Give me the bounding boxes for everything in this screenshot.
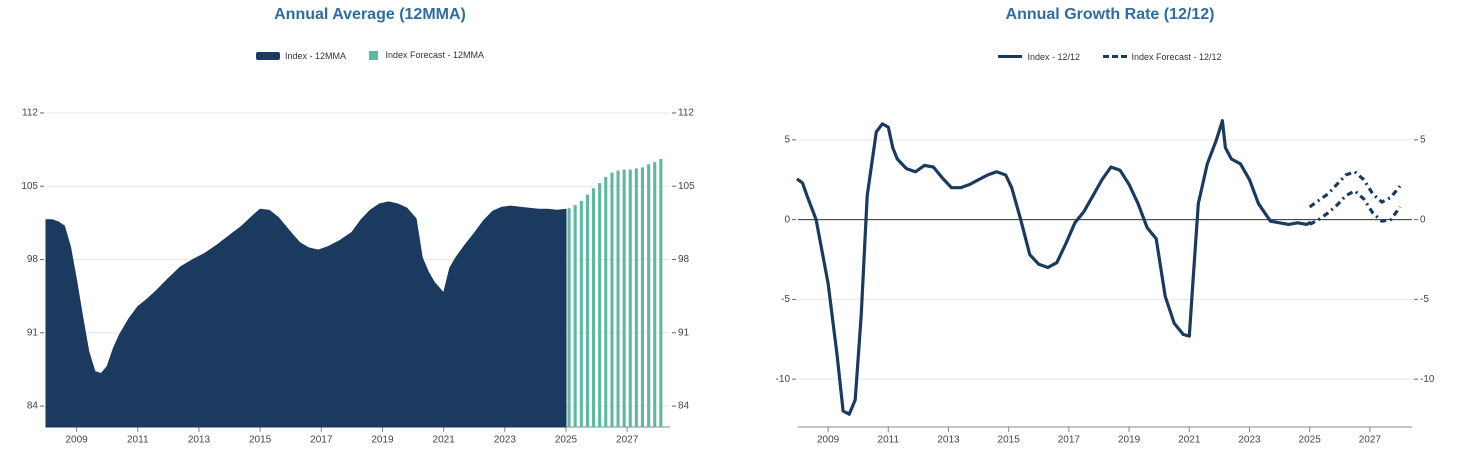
x-tick-label: 2021 [1178,435,1201,446]
bar-forecast [604,176,608,427]
bar-forecast [598,183,602,427]
y-tick-label: -5 [781,294,790,305]
x-tick-label: 2023 [1238,435,1261,446]
x-tick-label: 2019 [1118,435,1141,446]
bar-forecast [628,169,632,427]
x-tick-label: 2027 [1359,435,1382,446]
legend-label: Index Forecast - 12/12 [1131,51,1222,62]
annual-growth-chart: 5 5 0 0 -5 -5 -10 -10 2009 2011 2013 2015 2017 2019 20… [776,119,1435,446]
x-tick-label: 2009 [65,435,88,446]
y-tick-label: 84 [27,401,39,412]
x-tick-label: 2021 [433,435,456,446]
chart-legend: Index - 12MMA Index Forecast - 12MMA [0,50,740,62]
legend-item-forecast[interactable]: Index Forecast - 12/12 [1102,51,1222,62]
annual-average-chart: 84 84 91 91 98 98 105 105 112 112 2009 2011 2013 2015… [21,108,695,446]
bar-forecast [640,167,644,427]
bar-forecast [567,208,571,427]
series-line-forecast-1 [1308,170,1402,209]
bar-forecast [616,170,620,427]
legend-item-index[interactable]: Index - 12MMA [255,50,346,61]
y-tick-label-right: 84 [678,401,690,412]
y-tick-label-right: 0 [1420,214,1426,225]
y-tick-label-right: -10 [1420,374,1435,385]
annual-average-panel: Annual Average (12MMA) Index - 12MMA Ind… [0,6,740,446]
legend-label: Index - 12/12 [1027,51,1080,62]
y-tick-label-right: 98 [678,254,690,265]
bar-forecast [634,168,638,427]
annual-growth-panel: Annual Growth Rate (12/12) Index - 12/12… [740,0,1480,452]
x-tick-label: 2025 [555,435,578,446]
bar-forecast [659,159,663,427]
legend-swatch-index [255,51,280,60]
y-tick-label: 91 [27,327,39,338]
x-tick-label: 2017 [1058,435,1081,446]
bar-forecast [647,164,651,427]
legend-label: Index - 12MMA [284,50,346,61]
bar-forecast [585,194,589,427]
x-tick-label: 2013 [188,435,211,446]
x-tick-label: 2011 [878,435,900,446]
y-tick-label: -10 [776,374,791,385]
legend-item-forecast[interactable]: Index Forecast - 12MMA [368,50,485,60]
bar-forecast [610,172,614,427]
bar-forecast [592,188,596,427]
y-tick-label: 112 [22,108,38,119]
series-line-index [796,119,1312,416]
y-tick-label-right: 105 [678,181,695,192]
x-tick-label: 2013 [937,435,960,446]
x-tick-label: 2023 [494,435,517,446]
y-tick-label: 5 [784,134,790,145]
bar-forecast [622,169,626,427]
y-tick-label: 98 [27,254,39,265]
series-line-forecast-2 [1308,189,1402,226]
legend-item-index[interactable]: Index - 12/12 [998,52,1080,62]
x-tick-label: 2009 [817,435,840,446]
x-tick-label: 2027 [616,435,639,446]
y-tick-label: 105 [21,181,38,192]
y-tick-label-right: 91 [678,327,690,338]
x-tick-label: 2015 [998,435,1021,446]
chart-title: Annual Average (12MMA) [274,6,466,23]
bar-forecast [573,205,577,427]
x-tick-label: 2019 [371,435,394,446]
series-area-index [45,201,567,428]
chart-legend: Index - 12/12 Index Forecast - 12/12 [740,50,1480,62]
y-tick-label: 0 [784,214,790,225]
legend-swatch-forecast [1102,55,1127,58]
legend-swatch-index [998,55,1023,58]
legend-label: Index Forecast - 12MMA [385,50,485,60]
y-tick-label-right: 5 [1420,134,1426,145]
x-tick-label: 2011 [127,435,149,446]
y-tick-label-right: -5 [1420,294,1429,305]
x-tick-label: 2025 [1299,435,1322,446]
y-tick-label-right: 112 [678,108,694,119]
x-tick-label: 2015 [249,435,272,446]
bar-forecast [653,162,657,427]
bar-forecast [579,200,583,427]
chart-title: Annual Growth Rate (12/12) [1005,6,1215,23]
x-tick-label: 2017 [310,435,333,446]
legend-swatch-forecast [368,50,378,60]
